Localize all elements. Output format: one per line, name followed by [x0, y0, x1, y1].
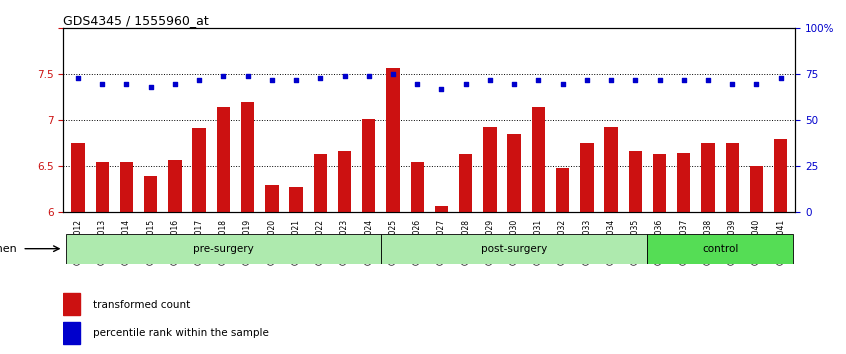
Point	[459, 81, 472, 86]
Bar	[556, 168, 569, 212]
Bar	[532, 107, 545, 212]
Bar	[71, 143, 85, 212]
Text: transformed count: transformed count	[93, 299, 190, 310]
Bar	[144, 176, 157, 212]
Bar	[381, 234, 647, 264]
Point	[96, 81, 109, 86]
Point	[314, 75, 327, 81]
Point	[604, 77, 618, 83]
Point	[726, 81, 739, 86]
Bar	[629, 151, 642, 212]
Point	[629, 77, 642, 83]
Bar	[647, 234, 793, 264]
Point	[144, 84, 157, 90]
Bar	[96, 162, 109, 212]
Text: control: control	[702, 244, 739, 254]
Point	[556, 81, 569, 86]
Point	[580, 77, 594, 83]
Bar	[168, 160, 182, 212]
Bar	[63, 293, 80, 315]
Bar	[217, 107, 230, 212]
Bar	[241, 102, 255, 212]
Text: pre-surgery: pre-surgery	[193, 244, 254, 254]
Bar	[66, 234, 381, 264]
Point	[701, 77, 715, 83]
Bar	[677, 153, 690, 212]
Point	[241, 73, 255, 79]
Bar	[410, 162, 424, 212]
Bar	[387, 68, 399, 212]
Bar	[701, 143, 715, 212]
Text: percentile rank within the sample: percentile rank within the sample	[93, 328, 269, 338]
Point	[217, 73, 230, 79]
Bar	[435, 206, 448, 212]
Point	[750, 81, 763, 86]
Point	[677, 77, 690, 83]
Bar	[750, 166, 763, 212]
Point	[362, 73, 376, 79]
Bar	[459, 154, 472, 212]
Bar	[193, 128, 206, 212]
Bar	[362, 119, 376, 212]
Bar	[120, 162, 133, 212]
Point	[774, 75, 788, 81]
Bar	[604, 127, 618, 212]
Point	[289, 77, 303, 83]
Point	[168, 81, 182, 86]
Point	[119, 81, 133, 86]
Point	[483, 77, 497, 83]
Bar	[265, 185, 278, 212]
Bar	[338, 151, 351, 212]
Text: specimen: specimen	[0, 244, 18, 254]
Bar	[774, 139, 788, 212]
Text: GDS4345 / 1555960_at: GDS4345 / 1555960_at	[63, 14, 209, 27]
Point	[71, 75, 85, 81]
Bar	[289, 187, 303, 212]
Point	[531, 77, 545, 83]
Point	[435, 86, 448, 92]
Point	[410, 81, 424, 86]
Bar	[63, 322, 80, 344]
Bar	[483, 127, 497, 212]
Point	[387, 72, 400, 77]
Bar	[726, 143, 739, 212]
Bar	[508, 134, 521, 212]
Text: post-surgery: post-surgery	[481, 244, 547, 254]
Point	[338, 73, 351, 79]
Point	[653, 77, 667, 83]
Point	[265, 77, 278, 83]
Bar	[653, 154, 666, 212]
Point	[508, 81, 521, 86]
Bar	[314, 154, 327, 212]
Bar	[580, 143, 594, 212]
Point	[192, 77, 206, 83]
